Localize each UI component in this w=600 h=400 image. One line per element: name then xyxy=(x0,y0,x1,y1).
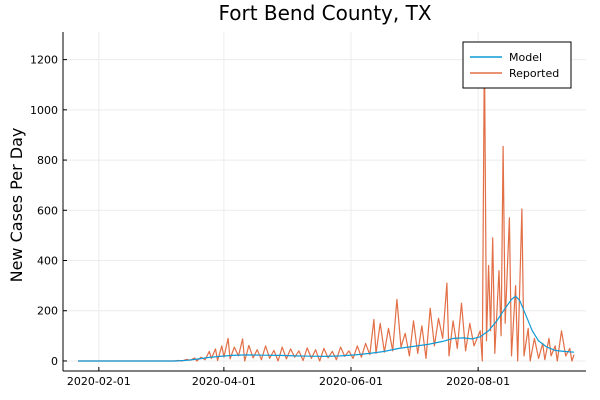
y-tick-label-4: 800 xyxy=(37,154,58,167)
x-tick-label-3: 2020-08-01 xyxy=(446,375,510,388)
x-tick-label-0: 2020-02-01 xyxy=(67,375,131,388)
y-tick-label-3: 600 xyxy=(37,204,58,217)
y-tick-label-2: 400 xyxy=(37,255,58,268)
y-tick-labels: 0 200 400 600 800 1000 1200 xyxy=(30,54,67,368)
axes xyxy=(62,32,586,372)
legend-box xyxy=(462,41,572,89)
series-lines xyxy=(78,43,575,362)
legend-label-reported: Reported xyxy=(509,67,559,80)
y-tick-label-0: 0 xyxy=(51,355,58,368)
y-tick-label-6: 1200 xyxy=(30,54,58,67)
series-line-reported xyxy=(78,43,575,362)
x-tick-label-1: 2020-04-01 xyxy=(192,375,256,388)
y-axis-label: New Cases Per Day xyxy=(7,128,26,283)
y-tick-label-5: 1000 xyxy=(30,104,58,117)
y-tick-label-1: 200 xyxy=(37,305,58,318)
x-tick-label-2: 2020-06-01 xyxy=(319,375,383,388)
chart-title: Fort Bend County, TX xyxy=(218,1,431,25)
x-tick-labels: 2020-02-01 2020-04-01 2020-06-01 2020-08-01 xyxy=(67,367,510,388)
series-line-model xyxy=(78,295,575,362)
legend-label-model: Model xyxy=(509,51,542,64)
legend: Model Reported xyxy=(462,41,572,89)
